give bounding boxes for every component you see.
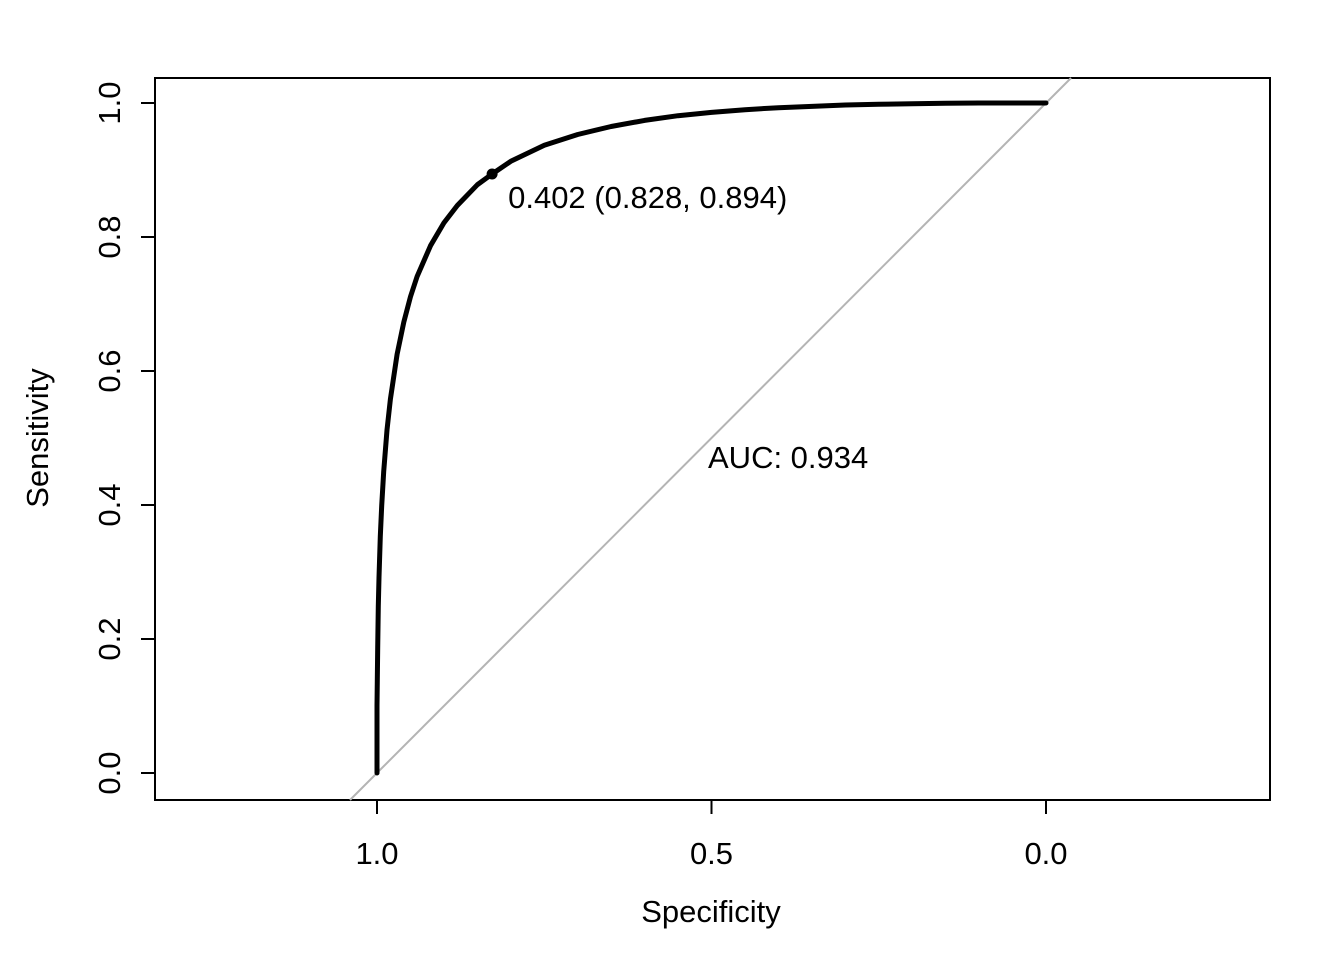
y-tick-label: 0.8 [92, 215, 127, 258]
threshold-point [486, 168, 498, 180]
y-tick-label: 0.0 [92, 751, 127, 794]
y-tick-label: 0.6 [92, 349, 127, 392]
y-axis-title: Sensitivity [20, 368, 55, 508]
auc-label: AUC: 0.934 [708, 440, 868, 475]
y-tick-label: 0.4 [92, 483, 127, 526]
reference-diagonal-line [349, 77, 1072, 801]
y-axis: 0.0 0.2 0.4 0.6 0.8 1.0 [92, 81, 155, 795]
x-axis-title: Specificity [641, 894, 781, 929]
x-tick-label: 0.5 [690, 836, 733, 871]
y-tick-label: 0.2 [92, 617, 127, 660]
x-tick-label: 0.0 [1024, 836, 1067, 871]
x-tick-label: 1.0 [355, 836, 398, 871]
roc-curve [374, 100, 1049, 776]
x-axis: 1.0 0.5 0.0 [355, 800, 1068, 871]
threshold-label: 0.402 (0.828, 0.894) [508, 180, 787, 215]
y-tick-label: 1.0 [92, 81, 127, 124]
